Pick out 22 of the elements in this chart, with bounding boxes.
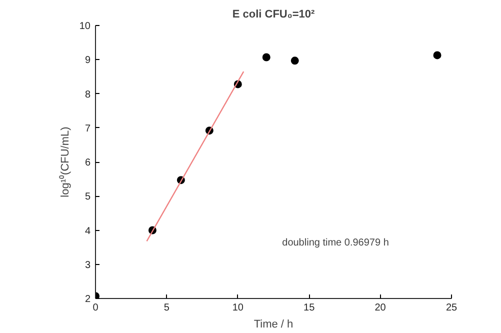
point	[433, 51, 442, 60]
x-tick-label: 10	[232, 302, 244, 314]
y-tick-label: 7	[84, 123, 91, 134]
point	[262, 53, 270, 62]
x-tick-label: 20	[374, 302, 386, 314]
x-axis-title: Time / h	[254, 318, 294, 330]
x-tick-label: 0	[92, 302, 99, 314]
x-tick-label: 5	[164, 302, 170, 314]
chart-title: E coli CFU₀=10²	[232, 8, 315, 20]
annotation: doubling time 0.96979 h	[282, 238, 389, 248]
x-tick-label: 25	[446, 302, 458, 314]
y-tick-label: 5	[84, 192, 91, 203]
y-tick-label: 8	[84, 89, 91, 100]
point	[290, 56, 299, 65]
y-tick-label: 9	[84, 55, 91, 66]
y-axis-title: log¹⁰(CFU/mL)	[58, 126, 72, 198]
y-tick-label: 10	[79, 21, 91, 32]
y-tick-label: 2	[84, 294, 91, 305]
y-tick-label: 6	[84, 158, 91, 168]
x-tick-label: 15	[304, 302, 316, 314]
y-tick-label: 3	[84, 260, 91, 271]
y-tick-label: 4	[84, 226, 91, 237]
